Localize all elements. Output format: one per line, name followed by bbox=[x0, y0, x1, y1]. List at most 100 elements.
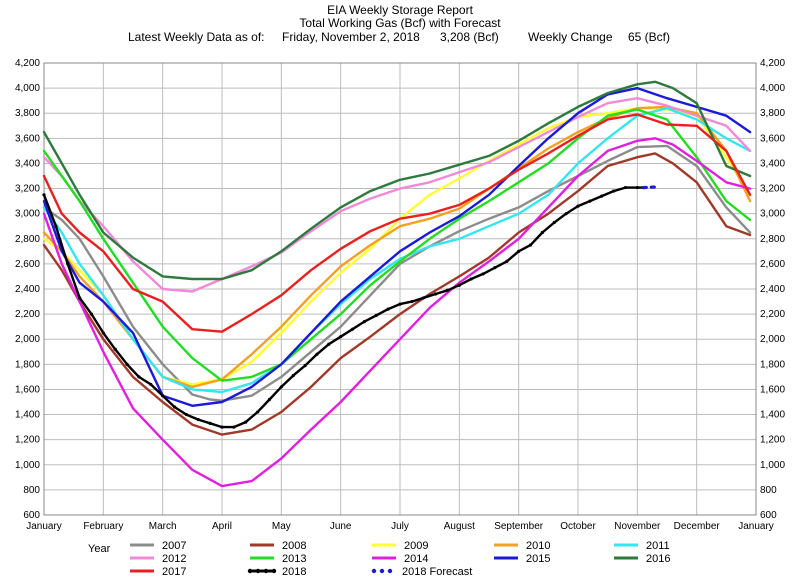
point-2018 bbox=[434, 292, 438, 296]
y-tick-label-left: 3,800 bbox=[15, 108, 40, 119]
y-tick-label-left: 4,000 bbox=[15, 83, 40, 94]
weekly-change-value: 65 (Bcf) bbox=[628, 30, 671, 44]
legend-label-2012: 2012 bbox=[162, 553, 186, 565]
y-tick-label-right: 4,200 bbox=[760, 58, 785, 69]
y-tick-label-right: 1,000 bbox=[760, 460, 785, 471]
point-2018 bbox=[635, 185, 639, 190]
y-tick-label-right: 3,600 bbox=[760, 133, 785, 144]
series-line-2014 bbox=[42, 137, 752, 488]
weekly-change-label: Weekly Change bbox=[528, 30, 613, 44]
chart-title: EIA Weekly Storage Report bbox=[327, 3, 473, 17]
point-2018 bbox=[398, 302, 402, 306]
point-2018 bbox=[42, 193, 46, 197]
y-tick-label-left: 1,800 bbox=[15, 359, 40, 370]
series-line-2015 bbox=[42, 86, 752, 407]
x-tick-label: July bbox=[391, 521, 409, 532]
series-line-2012 bbox=[42, 96, 752, 293]
legend-title: Year bbox=[88, 543, 111, 555]
y-tick-label-right: 2,400 bbox=[760, 284, 785, 295]
point-2018 bbox=[327, 342, 331, 346]
legend-label-2015: 2015 bbox=[526, 553, 550, 565]
y-tick-label-left: 1,200 bbox=[15, 435, 40, 446]
series-line-2008 bbox=[42, 152, 752, 436]
y-tick-label-left: 2,000 bbox=[15, 334, 40, 345]
axes: 600 600 800 800 1,000 1,000 1,200 1,200 1,400 1,4… bbox=[15, 58, 785, 532]
point-2018 bbox=[291, 374, 295, 378]
y-tick-label-left: 1,600 bbox=[15, 384, 40, 395]
y-tick-label-left: 3,600 bbox=[15, 133, 40, 144]
point-2018 bbox=[184, 412, 188, 417]
point-2018 bbox=[422, 296, 426, 300]
x-tick-label: October bbox=[560, 521, 596, 532]
y-tick-label-right: 2,000 bbox=[760, 334, 785, 345]
legend-label-2017: 2017 bbox=[162, 566, 186, 578]
point-2018 bbox=[232, 425, 236, 429]
x-tick-label: December bbox=[674, 521, 721, 532]
point-2018 bbox=[220, 425, 224, 429]
series-line-2013 bbox=[42, 108, 752, 382]
y-tick-label-right: 3,200 bbox=[760, 184, 785, 195]
y-tick-label-right: 1,600 bbox=[760, 384, 785, 395]
x-tick-label: June bbox=[330, 521, 352, 532]
legend-marker-2018 bbox=[263, 568, 269, 574]
point-2018 bbox=[137, 375, 141, 379]
y-tick-label-left: 3,400 bbox=[15, 158, 40, 169]
y-tick-label-left: 3,000 bbox=[15, 209, 40, 220]
y-tick-label-left: 2,600 bbox=[15, 259, 40, 270]
point-2018 bbox=[256, 410, 260, 414]
y-tick-label-left: 3,200 bbox=[15, 184, 40, 195]
y-tick-label-right: 2,800 bbox=[760, 234, 785, 245]
x-tick-label: January bbox=[26, 521, 62, 532]
legend: Year 2007 2008 2009 2010 2011 2012 2013 2014 2015… bbox=[88, 540, 670, 578]
y-tick-label-right: 2,200 bbox=[760, 309, 785, 320]
legend-marker-2018 bbox=[255, 568, 261, 574]
y-tick-label-right: 2,600 bbox=[760, 259, 785, 270]
point-2018 bbox=[386, 307, 390, 311]
point-2018 bbox=[339, 335, 343, 339]
x-tick-label: September bbox=[494, 521, 544, 532]
point-2018 bbox=[374, 313, 378, 317]
y-tick-label-left: 1,000 bbox=[15, 460, 40, 471]
series-line-2010 bbox=[42, 105, 752, 389]
series-line-2018-forecast bbox=[641, 185, 657, 190]
legend-swatch-2018-forecast bbox=[379, 568, 385, 574]
point-2018 bbox=[469, 277, 473, 281]
point-2018 bbox=[457, 283, 461, 287]
point-2018 bbox=[576, 204, 580, 208]
x-tick-label: November bbox=[614, 521, 661, 532]
point-2018 bbox=[196, 417, 200, 422]
point-2018 bbox=[505, 259, 509, 263]
legend-marker-2018 bbox=[271, 568, 277, 574]
point-2018 bbox=[303, 363, 307, 368]
point-2018 bbox=[66, 262, 70, 266]
point-2018 bbox=[208, 421, 212, 425]
legend-label-2016: 2016 bbox=[646, 553, 670, 565]
legend-swatch-2018-forecast bbox=[387, 568, 393, 574]
point-2018 bbox=[279, 385, 283, 389]
point-2018 bbox=[350, 327, 355, 331]
y-tick-label-right: 600 bbox=[760, 510, 777, 521]
point-2018 bbox=[493, 266, 497, 270]
point-2018 bbox=[612, 189, 616, 193]
point-2018 bbox=[517, 249, 521, 253]
legend-label-2011: 2011 bbox=[646, 540, 670, 552]
point-2018 bbox=[315, 352, 319, 356]
legend-swatch-2018-forecast bbox=[371, 568, 377, 574]
series-line-2018 bbox=[42, 186, 645, 429]
x-tick-label: February bbox=[83, 521, 123, 532]
series-lines bbox=[42, 80, 752, 488]
series-line-2016 bbox=[42, 80, 752, 281]
point-2018 bbox=[600, 194, 604, 198]
point-2018 bbox=[564, 212, 568, 216]
y-tick-label-right: 3,800 bbox=[760, 108, 785, 119]
point-2018 bbox=[113, 347, 117, 351]
y-tick-label-left: 1,400 bbox=[15, 410, 40, 421]
legend-label-2008: 2008 bbox=[282, 540, 306, 552]
legend-label-2007: 2007 bbox=[162, 540, 186, 552]
point-2018 bbox=[149, 382, 153, 387]
grid bbox=[43, 62, 757, 516]
series-line-2017 bbox=[42, 113, 752, 333]
point-2018 bbox=[172, 405, 177, 409]
legend-label-2018-forecast: 2018 Forecast bbox=[402, 566, 472, 578]
